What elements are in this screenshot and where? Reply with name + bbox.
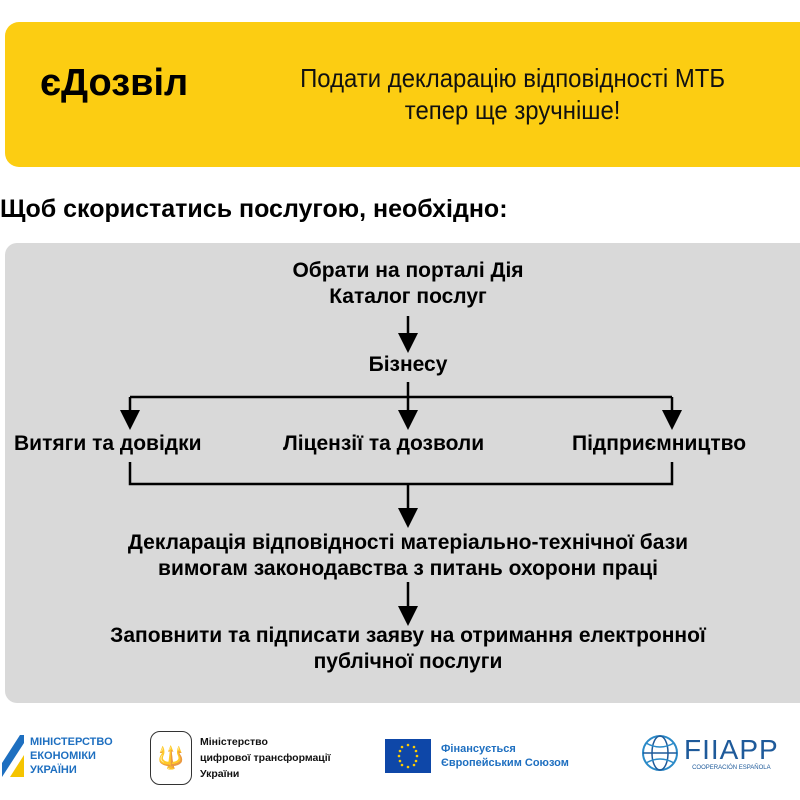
me-line1: МІНІСТЕРСТВО <box>30 736 113 748</box>
fiiapp-name: FIIAPP <box>684 734 779 765</box>
step-declaration-line2: вимогам законодавства з питань охорони п… <box>158 557 658 580</box>
merge-bracket <box>128 462 674 486</box>
tagline: Подати декларацію відповідності МТБ тепер… <box>255 62 770 126</box>
eu-flag-icon <box>385 739 431 773</box>
step-business: Бізнесу <box>368 353 448 376</box>
tagline-line2: тепер ще зручніше! <box>404 95 621 125</box>
intro-heading: Щоб скористатись послугою, необхідно: <box>0 195 508 223</box>
banner <box>5 22 800 167</box>
logo-ministry-economy: МІНІСТЕРСТВО ЕКОНОМІКИ УКРАЇНИ <box>2 735 113 777</box>
step-portal: Обрати на порталі Дія Каталог послуг <box>0 258 800 310</box>
trident-icon: 🔱 <box>150 731 192 785</box>
branch-licenses: Ліцензії та дозволи <box>283 432 485 455</box>
branch-entrepreneurship: Підприємництво <box>572 432 747 455</box>
eu-line2: Європейським Союзом <box>441 757 569 769</box>
globe-icon <box>642 735 678 771</box>
brand-title: єДозвіл <box>40 62 189 104</box>
step-sign-line2: публічної послуги <box>313 650 503 673</box>
me-line2: ЕКОНОМІКИ <box>30 750 96 762</box>
step-declaration-line1: Декларація відповідності матеріально-тех… <box>127 531 689 554</box>
step-portal-line2: Каталог послуг <box>329 285 487 308</box>
step-sign: Заповнити та підписати заяву на отриманн… <box>0 623 800 675</box>
step-declaration: Декларація відповідності матеріально-тех… <box>0 530 800 582</box>
logo-eu: Фінансується Європейським Союзом <box>385 739 569 773</box>
logo-ministry-digital: 🔱 Міністерство цифрової трансформації Укра… <box>150 731 331 785</box>
md-line3: України <box>200 768 240 780</box>
step-sign-line1: Заповнити та підписати заяву на отриманн… <box>110 624 706 647</box>
partner-logos: МІНІСТЕРСТВО ЕКОНОМІКИ УКРАЇНИ 🔱 Міністерс… <box>0 725 800 795</box>
branch-extracts: Витяги та довідки <box>14 432 202 455</box>
eu-line1: Фінансується <box>441 743 516 755</box>
ministry-economy-icon <box>2 735 24 777</box>
flow-panel <box>5 243 800 703</box>
logo-fiiapp: FIIAPP COOPERACIÓN ESPAÑOLA <box>640 733 779 773</box>
step-portal-line1: Обрати на порталі Дія <box>292 259 524 282</box>
fiiapp-subtitle: COOPERACIÓN ESPAÑOLA <box>692 765 771 771</box>
md-line1: Міністерство <box>200 736 268 748</box>
tagline-line1: Подати декларацію відповідності МТБ <box>300 63 726 93</box>
me-line3: УКРАЇНИ <box>30 764 77 776</box>
md-line2: цифрової трансформації <box>200 752 331 764</box>
